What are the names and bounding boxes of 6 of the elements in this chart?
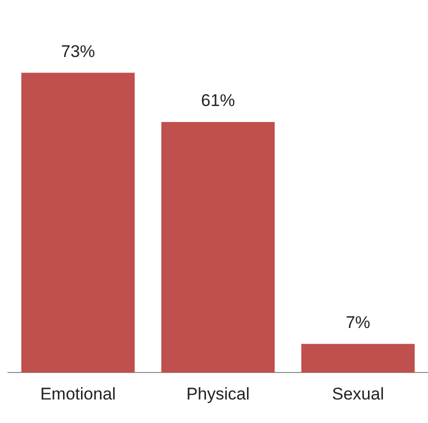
x-tick-label: Physical (186, 384, 250, 404)
data-label: 73% (60, 42, 96, 61)
x-tick-label: Sexual (332, 384, 384, 404)
data-label: 61% (200, 91, 236, 110)
x-tick-label: Emotional (40, 384, 116, 404)
data-label: 7% (346, 313, 370, 332)
